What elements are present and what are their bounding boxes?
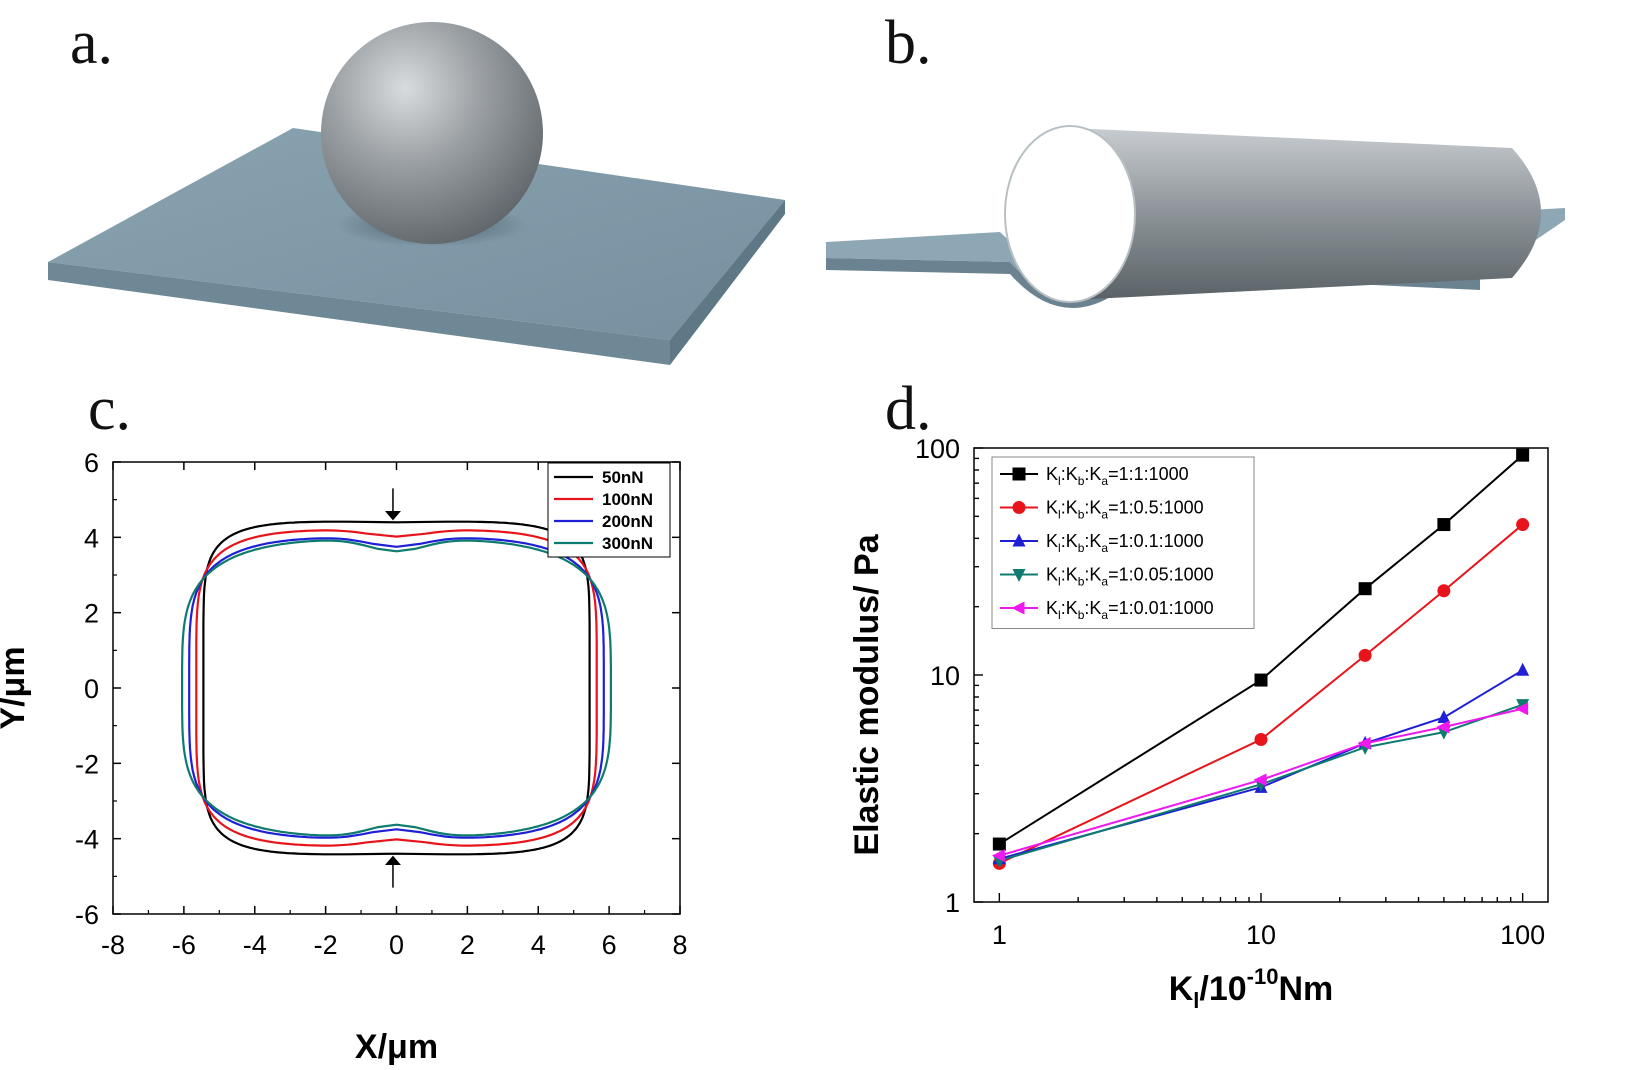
legend-label: 300nN xyxy=(602,534,653,553)
y-axis-title: Elastic modulus/ Pa xyxy=(848,533,886,855)
x-tick-label: 4 xyxy=(531,930,546,960)
legend-label: Kl:Kb:Ka=1:0.01:1000 xyxy=(1046,598,1214,622)
y-tick-label: 0 xyxy=(84,674,99,704)
y-tick-label: 1 xyxy=(945,888,960,918)
data-point xyxy=(1012,501,1026,514)
data-point xyxy=(1515,702,1529,716)
y-tick-label: -2 xyxy=(75,749,99,779)
data-point xyxy=(1357,736,1371,750)
data-point xyxy=(1516,448,1530,462)
legend-label: 50nN xyxy=(602,468,644,487)
contour-100nN xyxy=(195,529,598,847)
data-point xyxy=(992,837,1006,851)
data-point xyxy=(1516,662,1530,676)
y-tick-label: 2 xyxy=(84,599,99,629)
x-tick-label: -4 xyxy=(243,930,267,960)
x-axis-title-unit: Nm xyxy=(1278,970,1333,1008)
arrow-top-head xyxy=(384,510,401,521)
x-tick-label: 2 xyxy=(460,930,475,960)
x-axis-title-main: K xyxy=(1169,970,1194,1008)
panel-c-deformation-chart: -8 -6 -4 -2 0 2 4 6 8-6-4-20246X/μmY/μm50nN100nN… xyxy=(0,448,688,1066)
panel-label-d: d. xyxy=(885,375,932,443)
data-point xyxy=(1437,709,1451,723)
data-point xyxy=(1012,533,1026,547)
data-point xyxy=(1011,601,1025,615)
contour-300nN xyxy=(181,539,612,837)
x-axis-title-sub: l xyxy=(1193,988,1199,1013)
cylinder-end-face xyxy=(1004,125,1136,303)
x-tick-label: -8 xyxy=(101,930,125,960)
data-point xyxy=(991,849,1005,863)
data-point xyxy=(1436,720,1450,734)
x-tick-label: 100 xyxy=(1500,920,1545,950)
plate-side-edge xyxy=(670,200,785,365)
plate-front-edge xyxy=(48,262,670,365)
legend-label: Kl:Kb:Ka=1:0.1:1000 xyxy=(1046,531,1204,555)
panel-d-modulus-chart: 1 10 100 1 10 100 Kl/10-10Nm Elastic modulus/ P… xyxy=(848,434,1549,1013)
cylinder-body xyxy=(1070,128,1541,300)
data-point xyxy=(1437,584,1451,598)
x-tick-label: 6 xyxy=(602,930,617,960)
x-axis-title-sup: -10 xyxy=(1247,964,1279,989)
y-tick-label: 100 xyxy=(915,434,960,464)
contour-50nN xyxy=(202,520,591,856)
data-point xyxy=(1012,467,1026,481)
x-tick-label: -6 xyxy=(172,930,196,960)
panel-a-sphere-illustration xyxy=(48,22,785,365)
legend-box xyxy=(991,456,1255,629)
series-1:0.01:1000 xyxy=(991,702,1529,863)
data-point xyxy=(1253,773,1267,787)
y-tick-label: -4 xyxy=(75,825,99,855)
data-point xyxy=(1516,518,1530,532)
data-point xyxy=(1358,582,1372,596)
sphere xyxy=(321,22,543,244)
x-tick-label: 1 xyxy=(992,920,1007,950)
x-tick-label: -2 xyxy=(314,930,338,960)
legend-label: 100nN xyxy=(602,490,653,509)
legend-box xyxy=(547,462,671,558)
y-axis-title: Y/μm xyxy=(0,646,32,729)
x-tick-label: 0 xyxy=(389,930,404,960)
y-tick-label: 4 xyxy=(84,523,99,553)
x-axis-title-rest: /10 xyxy=(1199,970,1246,1008)
y-tick-label: 6 xyxy=(84,448,99,478)
panel-label-c: c. xyxy=(88,375,132,443)
data-point xyxy=(1012,569,1026,582)
y-tick-label: 10 xyxy=(930,661,960,691)
series-line xyxy=(999,669,1524,860)
panel-b-cylinder-illustration xyxy=(826,125,1565,308)
panel-label-b: b. xyxy=(885,9,932,77)
contour-200nN xyxy=(188,537,605,839)
data-point xyxy=(1254,673,1268,687)
data-point xyxy=(1437,518,1451,532)
x-tick-label: 8 xyxy=(672,930,687,960)
arrow-bottom-head xyxy=(384,855,401,866)
data-point xyxy=(1358,648,1372,662)
data-point xyxy=(1254,732,1268,746)
x-tick-label: 10 xyxy=(1246,920,1276,950)
series-1:1:1000 xyxy=(992,448,1530,851)
legend-label: 200nN xyxy=(602,512,653,531)
x-axis-title: Kl/10-10Nm xyxy=(1169,964,1334,1013)
legend-label: Kl:Kb:Ka=1:1:1000 xyxy=(1046,464,1189,488)
x-axis-title: X/μm xyxy=(355,1028,438,1066)
y-tick-label: -6 xyxy=(75,900,99,930)
panel-label-a: a. xyxy=(70,9,114,77)
legend-label: Kl:Kb:Ka=1:0.5:1000 xyxy=(1046,498,1204,522)
legend-label: Kl:Kb:Ka=1:0.05:1000 xyxy=(1046,565,1214,589)
